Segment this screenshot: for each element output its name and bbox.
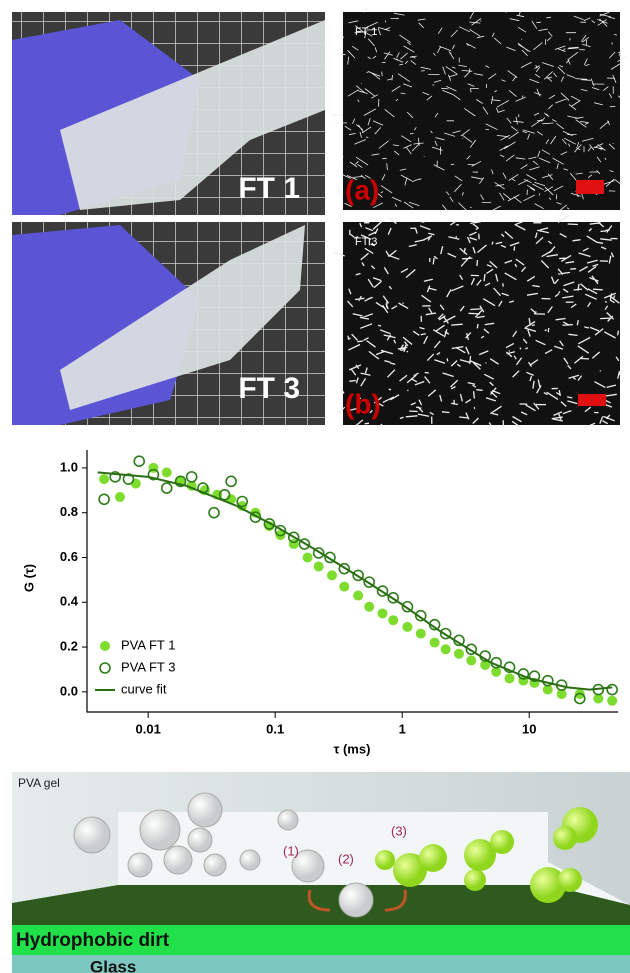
data-point [466,655,476,665]
gel-label: PVA gel [18,776,60,790]
page: FT 1 FT 3 FT 1 (a) FT 3 (b) G (τ) τ (ms)… [0,0,630,973]
data-point [162,467,172,477]
legend-swatch [100,663,110,673]
step-label: (1) [283,843,299,858]
data-point [454,649,464,659]
y-axis-label: G (τ) [21,564,36,592]
y-tick-label: 0.6 [60,549,78,564]
photo-ft1: FT 1 [12,12,325,215]
sem-label: (a) [345,174,379,205]
x-axis-label: τ (ms) [334,741,371,756]
data-point [339,582,349,592]
legend-label: PVA FT 3 [121,659,175,674]
data-point [226,476,236,486]
sem-image-b: FT 3 (b) [334,215,624,429]
sem-caption: FT 3 [355,236,377,248]
data-point [303,552,313,562]
data-point [364,602,374,612]
data-point [353,591,363,601]
data-point [209,508,219,518]
data-point [607,685,617,695]
data-point [187,472,197,482]
legend-label: PVA FT 1 [121,637,175,652]
x-tick-label: 1 [399,721,406,736]
data-point [378,608,388,618]
figure: FT 1 FT 3 FT 1 (a) FT 3 (b) G (τ) τ (ms)… [0,0,630,973]
schematic: PVA gel (1) (2) (3) Hydrophobic dirt Gla… [12,772,630,973]
data-point [314,561,324,571]
data-point [388,615,398,625]
sem-image-a: FT 1 (a) [332,8,626,212]
data-point [327,570,337,580]
data-point [131,479,141,489]
legend-label: curve fit [121,681,167,696]
data-point [441,644,451,654]
y-tick-label: 0.0 [60,683,78,698]
data-point [402,622,412,632]
data-point [162,483,172,493]
photo-ft3: FT 3 [12,222,325,425]
photo-label: FT 1 [238,172,300,205]
data-point [607,696,617,706]
glass-label: Glass [90,957,136,973]
data-point [430,638,440,648]
photo-label: FT 3 [238,372,300,405]
chart: G (τ) τ (ms) 0.0 0.2 0.4 0.6 0.8 1.0 0.01 0.1 1 1… [21,450,618,756]
fit-line [98,472,613,689]
data-point [99,494,109,504]
legend-swatch [100,641,110,651]
x-tick-label: 0.1 [266,721,284,736]
y-tick-label: 0.4 [60,594,79,609]
dirt-label: Hydrophobic dirt [16,930,170,951]
step-label: (2) [338,851,354,866]
y-tick-label: 1.0 [60,459,78,474]
data-point [134,456,144,466]
data-point [416,629,426,639]
sem-caption: FT 1 [355,26,377,38]
step-label: (3) [391,823,407,838]
y-tick-label: 0.2 [60,638,78,653]
data-point [99,474,109,484]
data-point [505,673,515,683]
y-tick-label: 0.8 [60,504,78,519]
sem-label: (b) [345,388,381,419]
x-tick-label: 0.01 [136,721,161,736]
x-tick-label: 10 [522,721,536,736]
data-point [115,492,125,502]
